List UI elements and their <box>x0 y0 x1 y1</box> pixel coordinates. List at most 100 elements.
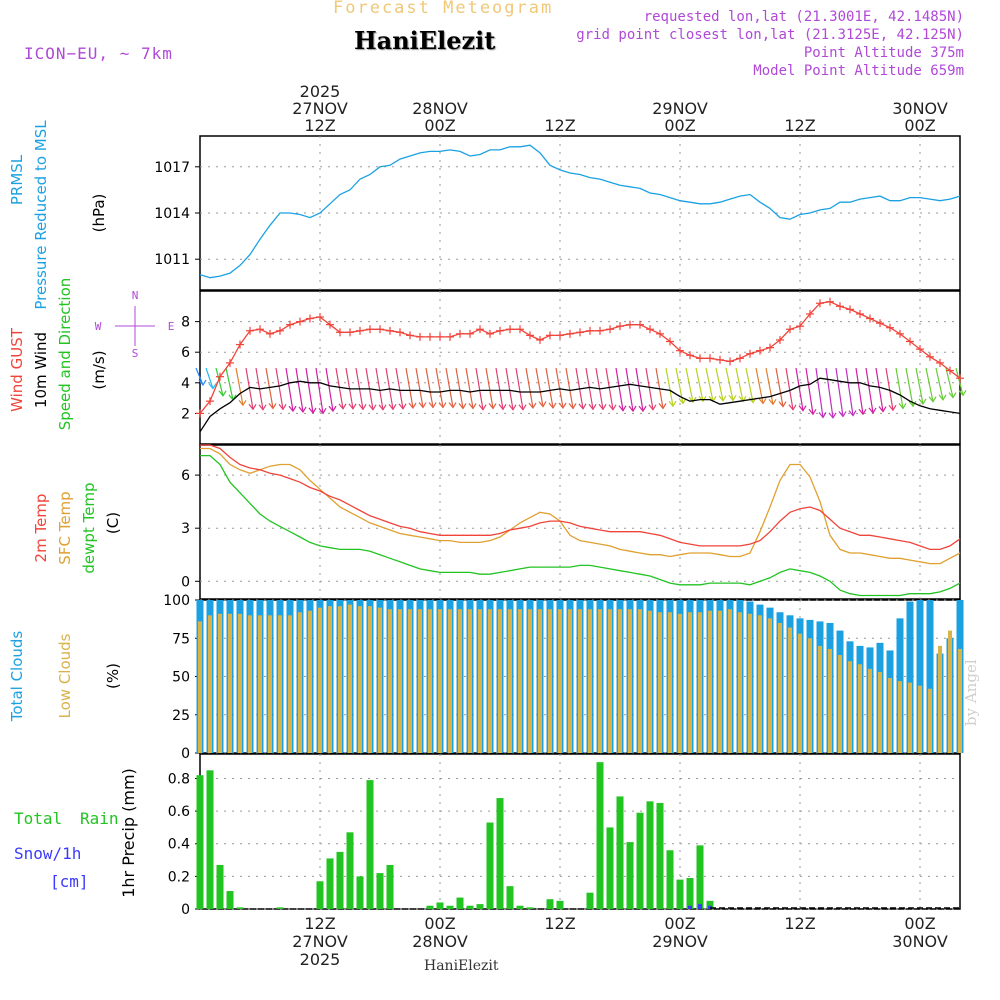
low-cloud-bar <box>868 668 872 753</box>
wind-gust-point <box>436 332 444 341</box>
low-cloud-bar <box>368 606 372 753</box>
rain-bar <box>376 873 384 909</box>
low-cloud-bar <box>688 612 692 753</box>
wind-arrow-head <box>678 398 687 405</box>
low-cloud-bar <box>628 609 632 753</box>
wind-gust-point <box>956 374 964 383</box>
low-cloud-bar <box>698 612 702 753</box>
low-cloud-bar <box>918 685 922 753</box>
low-cloud-bar <box>308 610 312 753</box>
temp-ytick-label: 0 <box>181 574 190 590</box>
wind-arrow-head <box>878 406 887 413</box>
wind-arrow-shaft <box>315 367 324 414</box>
rain-bar <box>476 904 484 909</box>
wind-direction-arrow <box>275 367 287 411</box>
footer-station: HaniElezit <box>424 958 499 974</box>
wind-direction-arrow <box>845 367 857 417</box>
wind-gust-point <box>236 340 244 349</box>
wind-ytick-label: 8 <box>181 315 190 331</box>
wind-dir-ylabel: Speed and Direction <box>56 278 74 431</box>
wind-arrow-head <box>688 396 697 404</box>
wind-gust-point <box>296 317 304 326</box>
wind-arrow-shaft <box>335 367 344 409</box>
model-point-altitude: Model Point Altitude 659m <box>753 63 964 79</box>
top-time-label: 2025 <box>300 82 341 101</box>
wind-gust-point <box>906 337 914 346</box>
wind-gust-point <box>866 314 874 323</box>
wind-arrow-shaft <box>295 367 304 413</box>
wind-gust-point <box>396 328 404 337</box>
rain-bar <box>486 822 494 909</box>
wind-arrow-head <box>298 406 307 414</box>
rain-bar <box>616 796 624 909</box>
wind-arrow-head <box>668 400 677 408</box>
low-cloud-bar <box>948 630 952 753</box>
wind-arrow-head <box>918 398 927 405</box>
rain-bar <box>706 900 714 909</box>
wind-arrow-shaft <box>525 367 534 409</box>
wind-arrow-head <box>408 402 417 409</box>
low-cloud-bar <box>418 609 422 753</box>
wind-direction-arrow <box>875 367 887 413</box>
low-cloud-bar <box>838 655 842 753</box>
top-time-label: 12Z <box>544 116 575 135</box>
temp-unit: (C) <box>104 512 122 534</box>
rain-bar <box>676 879 684 909</box>
wind-arrow-shaft <box>425 367 434 408</box>
rain-bar <box>426 905 434 909</box>
low-cloud-bar <box>588 609 592 753</box>
low-cloud-bar <box>558 609 562 753</box>
wind-gust-point <box>256 325 264 334</box>
wind-arrow-shaft <box>325 367 334 412</box>
wind-gust-point <box>496 326 504 335</box>
wind-arrow-shaft <box>855 367 864 415</box>
bottom-time-label: 28NOV <box>412 932 468 951</box>
low-cloud-bar <box>578 609 582 753</box>
wind-direction-arrow <box>625 367 637 413</box>
wind-gust-point <box>416 332 424 341</box>
wind-arrow-head <box>588 403 597 411</box>
wind-gust-point <box>406 331 414 340</box>
wind-arrow-shaft <box>935 367 944 400</box>
wind-direction-arrow <box>645 367 657 411</box>
rain-bar <box>276 907 284 909</box>
wind-arrow-head <box>198 379 207 387</box>
low-cloud-bar <box>718 610 722 753</box>
compass-e: E <box>168 320 175 333</box>
low-cloud-bar <box>258 615 262 753</box>
wind-direction-arrow <box>785 367 797 411</box>
top-time-label: 00Z <box>424 116 455 135</box>
wind-arrow-head <box>558 402 567 409</box>
wind-arrow-head <box>238 399 247 407</box>
wind-arrow-head <box>398 403 407 410</box>
low-cloud-bar <box>208 615 212 753</box>
wind-arrow-head <box>468 403 477 410</box>
wind-gust-point <box>206 397 214 406</box>
wind-arrow-shaft <box>265 367 274 409</box>
bottom-time-label: 12Z <box>544 914 575 933</box>
forecast-meteogram-title: Forecast Meteogram <box>333 0 554 18</box>
rain-bar <box>506 886 514 909</box>
wind-gust-point <box>366 325 374 334</box>
low-cloud-bar <box>288 615 292 753</box>
snow-bar <box>698 904 702 909</box>
wind-arrow-head <box>698 395 707 403</box>
wind-direction-arrow <box>195 367 207 387</box>
wind-direction-arrow <box>805 367 817 416</box>
wind-arrow-shaft <box>815 367 824 418</box>
wind-gust-point <box>326 320 334 329</box>
low-cloud-bar <box>608 609 612 753</box>
dewpt-ylabel: dewpt Temp <box>80 482 98 573</box>
low-cloud-bar <box>668 612 672 753</box>
wind-arrow-head <box>498 403 507 411</box>
wind-arrow-shaft <box>925 367 934 402</box>
precip-panel-frame <box>199 753 961 910</box>
clouds-ytick-label: 0 <box>181 746 190 762</box>
wind-arrow-head <box>758 398 767 405</box>
wind-arrow-head <box>618 405 627 412</box>
rain-bar <box>316 881 324 909</box>
wind-arrow-head <box>948 392 957 399</box>
wind-gust-point <box>426 332 434 341</box>
wind-gust-point <box>896 329 904 338</box>
wind-arrow-head <box>548 402 557 409</box>
